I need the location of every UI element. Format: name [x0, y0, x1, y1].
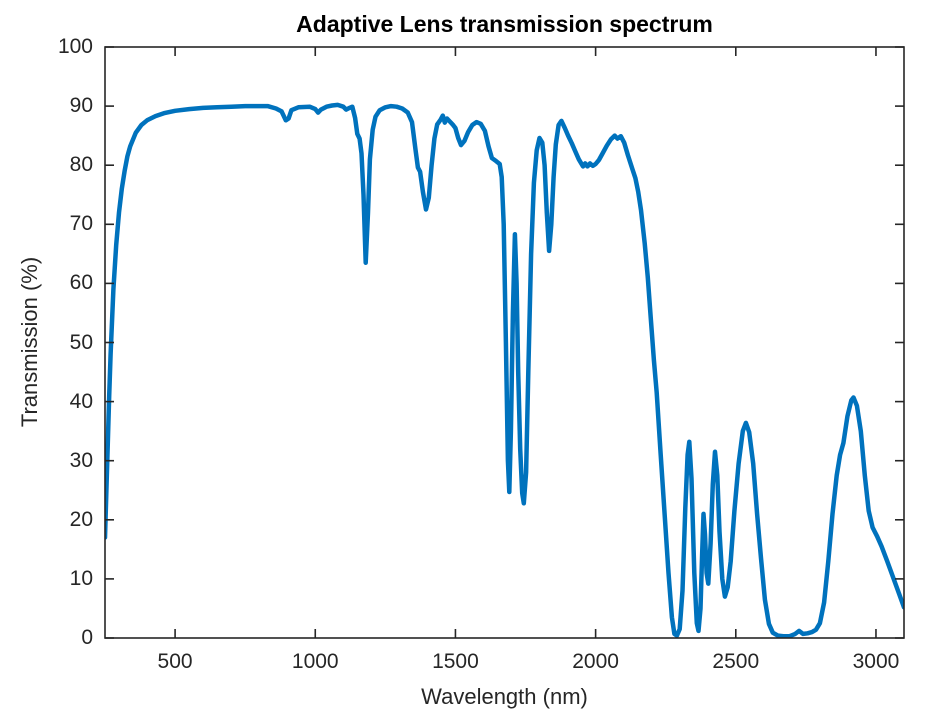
x-axis-label: Wavelength (nm): [421, 684, 588, 709]
x-tick-label: 1500: [432, 650, 479, 673]
chart-title: Adaptive Lens transmission spectrum: [296, 11, 713, 37]
curve-transmission: [105, 102, 904, 638]
y-tick-label: 20: [69, 507, 93, 531]
y-tick-label: 30: [69, 448, 93, 472]
y-tick-label: 40: [69, 389, 93, 413]
x-tick-label: 1000: [291, 650, 339, 673]
y-tick-label: 90: [69, 94, 93, 118]
y-tick-label: 50: [69, 330, 93, 354]
x-tick-label: 2500: [712, 650, 760, 673]
y-tick-label: 80: [69, 153, 93, 177]
x-tick-label: 3000: [852, 650, 900, 673]
x-tick-label: 500: [157, 650, 193, 673]
y-axis-label: Transmission (%): [17, 256, 42, 428]
y-tick-label: 100: [57, 35, 93, 58]
y-tick-label: 60: [69, 271, 93, 295]
y-tick-label: 10: [69, 566, 93, 590]
y-tick-label: 70: [69, 212, 93, 236]
y-tick-label: 0: [81, 626, 93, 649]
x-tick-label: 2000: [572, 650, 619, 673]
